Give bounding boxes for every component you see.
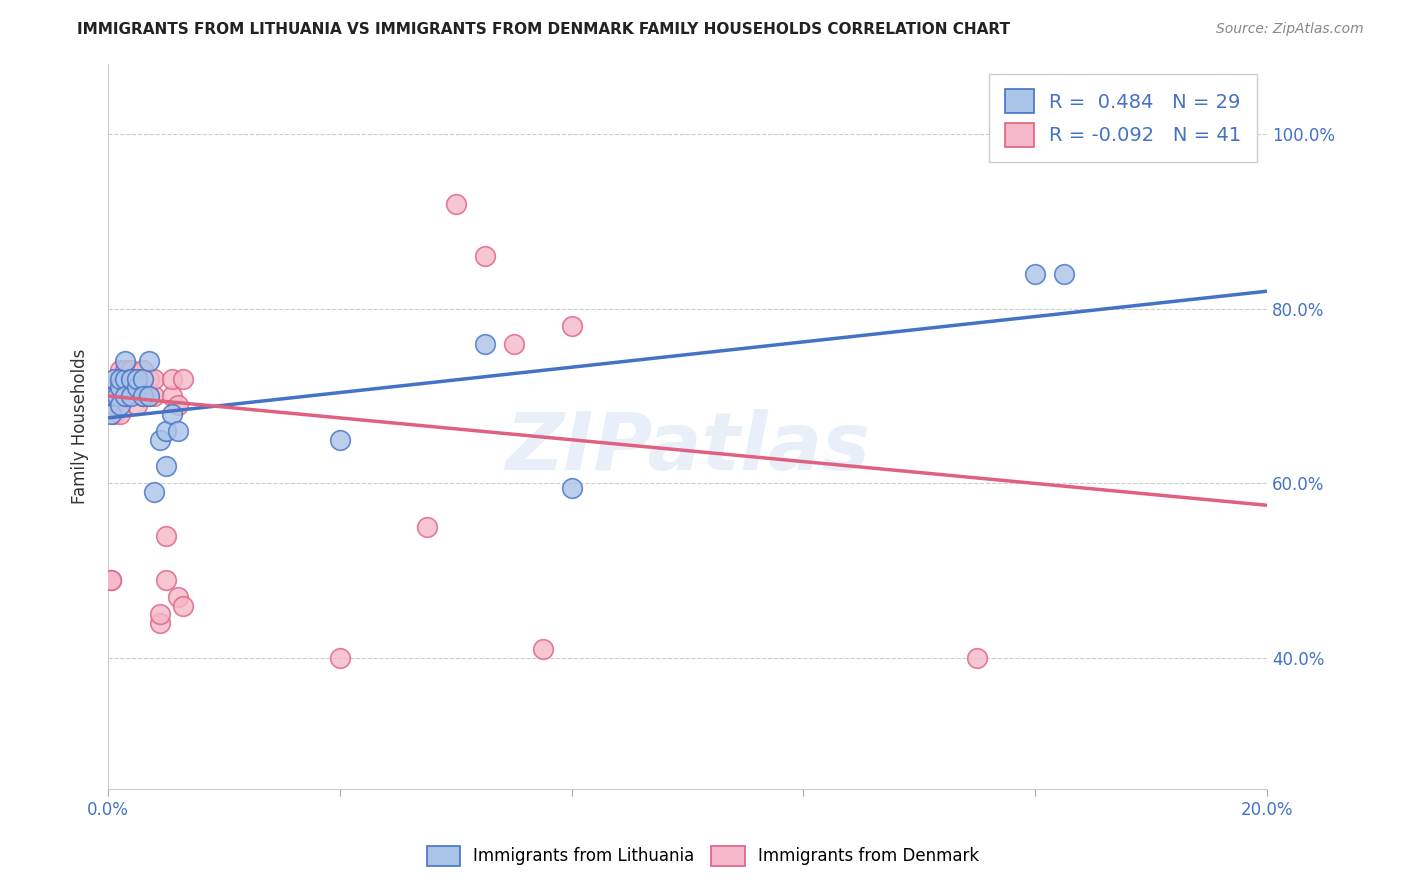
Point	[120, 380, 142, 394]
Point	[120, 371, 142, 385]
Point	[138, 371, 160, 385]
Point	[103, 371, 125, 385]
Point	[108, 363, 131, 377]
Text: Source: ZipAtlas.com: Source: ZipAtlas.com	[1216, 22, 1364, 37]
Point	[132, 389, 155, 403]
Point	[120, 389, 142, 403]
Point	[531, 642, 554, 657]
Point	[160, 371, 183, 385]
Point	[143, 389, 166, 403]
Point	[125, 380, 148, 394]
Point	[132, 389, 155, 403]
Text: ZIPatlas: ZIPatlas	[505, 409, 870, 487]
Point	[172, 371, 194, 385]
Point	[415, 520, 437, 534]
Point	[108, 398, 131, 412]
Point	[138, 389, 160, 403]
Point	[166, 424, 188, 438]
Point	[143, 371, 166, 385]
Legend: Immigrants from Lithuania, Immigrants from Denmark: Immigrants from Lithuania, Immigrants fr…	[413, 832, 993, 880]
Point	[149, 607, 172, 622]
Point	[103, 389, 125, 403]
Point	[155, 573, 177, 587]
Point	[329, 433, 352, 447]
Point	[166, 398, 188, 412]
Y-axis label: Family Households: Family Households	[72, 349, 89, 504]
Point	[105, 389, 128, 403]
Point	[155, 458, 177, 473]
Point	[1024, 267, 1046, 281]
Point	[132, 380, 155, 394]
Point	[132, 371, 155, 385]
Point	[166, 590, 188, 604]
Point	[114, 389, 136, 403]
Point	[125, 371, 148, 385]
Point	[172, 599, 194, 613]
Point	[160, 407, 183, 421]
Point	[160, 389, 183, 403]
Point	[100, 573, 122, 587]
Point	[125, 380, 148, 394]
Point	[108, 371, 131, 385]
Point	[108, 389, 131, 403]
Point	[143, 485, 166, 500]
Point	[114, 363, 136, 377]
Point	[502, 336, 524, 351]
Point	[149, 433, 172, 447]
Point	[1024, 127, 1046, 141]
Legend: R =  0.484   N = 29, R = -0.092   N = 41: R = 0.484 N = 29, R = -0.092 N = 41	[990, 74, 1257, 162]
Point	[114, 371, 136, 385]
Point	[125, 398, 148, 412]
Point	[105, 380, 128, 394]
Point	[103, 407, 125, 421]
Point	[108, 380, 131, 394]
Point	[125, 371, 148, 385]
Point	[103, 389, 125, 403]
Text: IMMIGRANTS FROM LITHUANIA VS IMMIGRANTS FROM DENMARK FAMILY HOUSEHOLDS CORRELATI: IMMIGRANTS FROM LITHUANIA VS IMMIGRANTS …	[77, 22, 1011, 37]
Point	[114, 354, 136, 368]
Point	[100, 407, 122, 421]
Point	[108, 407, 131, 421]
Point	[329, 651, 352, 665]
Point	[155, 424, 177, 438]
Point	[100, 573, 122, 587]
Point	[561, 319, 583, 334]
Point	[138, 354, 160, 368]
Point	[474, 249, 496, 263]
Point	[474, 336, 496, 351]
Point	[120, 363, 142, 377]
Point	[444, 197, 467, 211]
Point	[155, 529, 177, 543]
Point	[138, 389, 160, 403]
Point	[132, 363, 155, 377]
Point	[114, 389, 136, 403]
Point	[149, 616, 172, 631]
Point	[561, 481, 583, 495]
Point	[1053, 267, 1076, 281]
Point	[966, 651, 988, 665]
